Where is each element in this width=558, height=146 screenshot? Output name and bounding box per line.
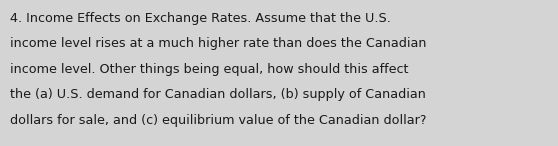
Text: income level. Other things being equal, how should this affect: income level. Other things being equal, … xyxy=(10,63,408,76)
Text: income level rises at a much higher rate than does the Canadian: income level rises at a much higher rate… xyxy=(10,37,426,50)
Text: 4. Income Effects on Exchange Rates. Assume that the U.S.: 4. Income Effects on Exchange Rates. Ass… xyxy=(10,12,391,25)
Text: dollars for sale, and (c) equilibrium value of the Canadian dollar?: dollars for sale, and (c) equilibrium va… xyxy=(10,114,426,127)
Text: the (a) U.S. demand for Canadian dollars, (b) supply of Canadian: the (a) U.S. demand for Canadian dollars… xyxy=(10,88,426,101)
